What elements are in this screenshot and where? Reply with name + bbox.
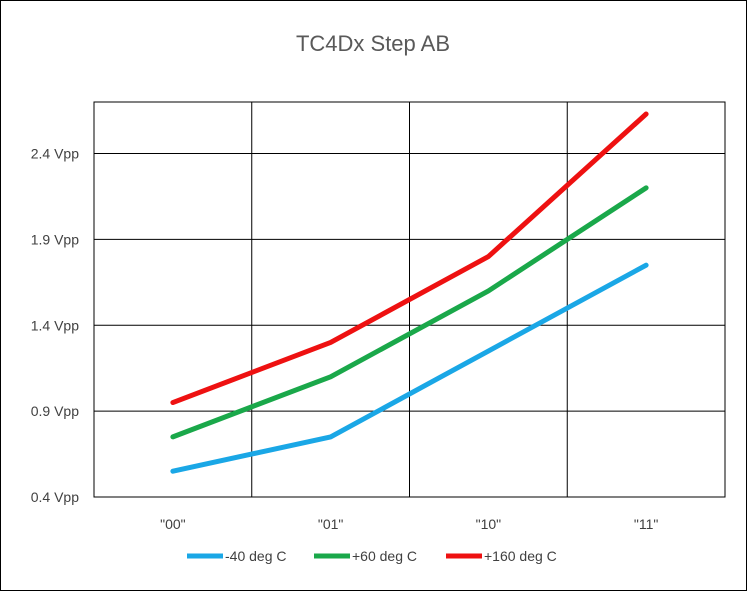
axis-labels: 0.4 Vpp 0.9 Vpp 1.4 Vpp 1.9 Vpp 2.4 Vpp "00" "… xyxy=(31,146,659,532)
x-tick-label: "10" xyxy=(476,516,502,532)
series-line xyxy=(170,111,649,406)
legend-label: -40 deg C xyxy=(225,548,286,564)
legend: -40 deg C +60 deg C +160 deg C xyxy=(187,548,557,564)
chart-title: TC4Dx Step AB xyxy=(296,31,450,56)
y-tick-label: 1.9 Vpp xyxy=(31,231,79,247)
grid-layer xyxy=(93,101,726,498)
y-tick-label: 1.4 Vpp xyxy=(31,317,79,333)
y-tick-label: 2.4 Vpp xyxy=(31,146,79,162)
series-line xyxy=(170,185,649,440)
series-line xyxy=(170,262,649,474)
x-tick-label: "01" xyxy=(318,516,344,532)
legend-label: +60 deg C xyxy=(352,548,417,564)
legend-label: +160 deg C xyxy=(484,548,557,564)
y-tick-label: 0.9 Vpp xyxy=(31,403,79,419)
series-layer xyxy=(170,111,649,474)
y-tick-label: 0.4 Vpp xyxy=(31,489,79,505)
x-tick-label: "00" xyxy=(160,516,186,532)
x-tick-label: "11" xyxy=(634,516,659,532)
